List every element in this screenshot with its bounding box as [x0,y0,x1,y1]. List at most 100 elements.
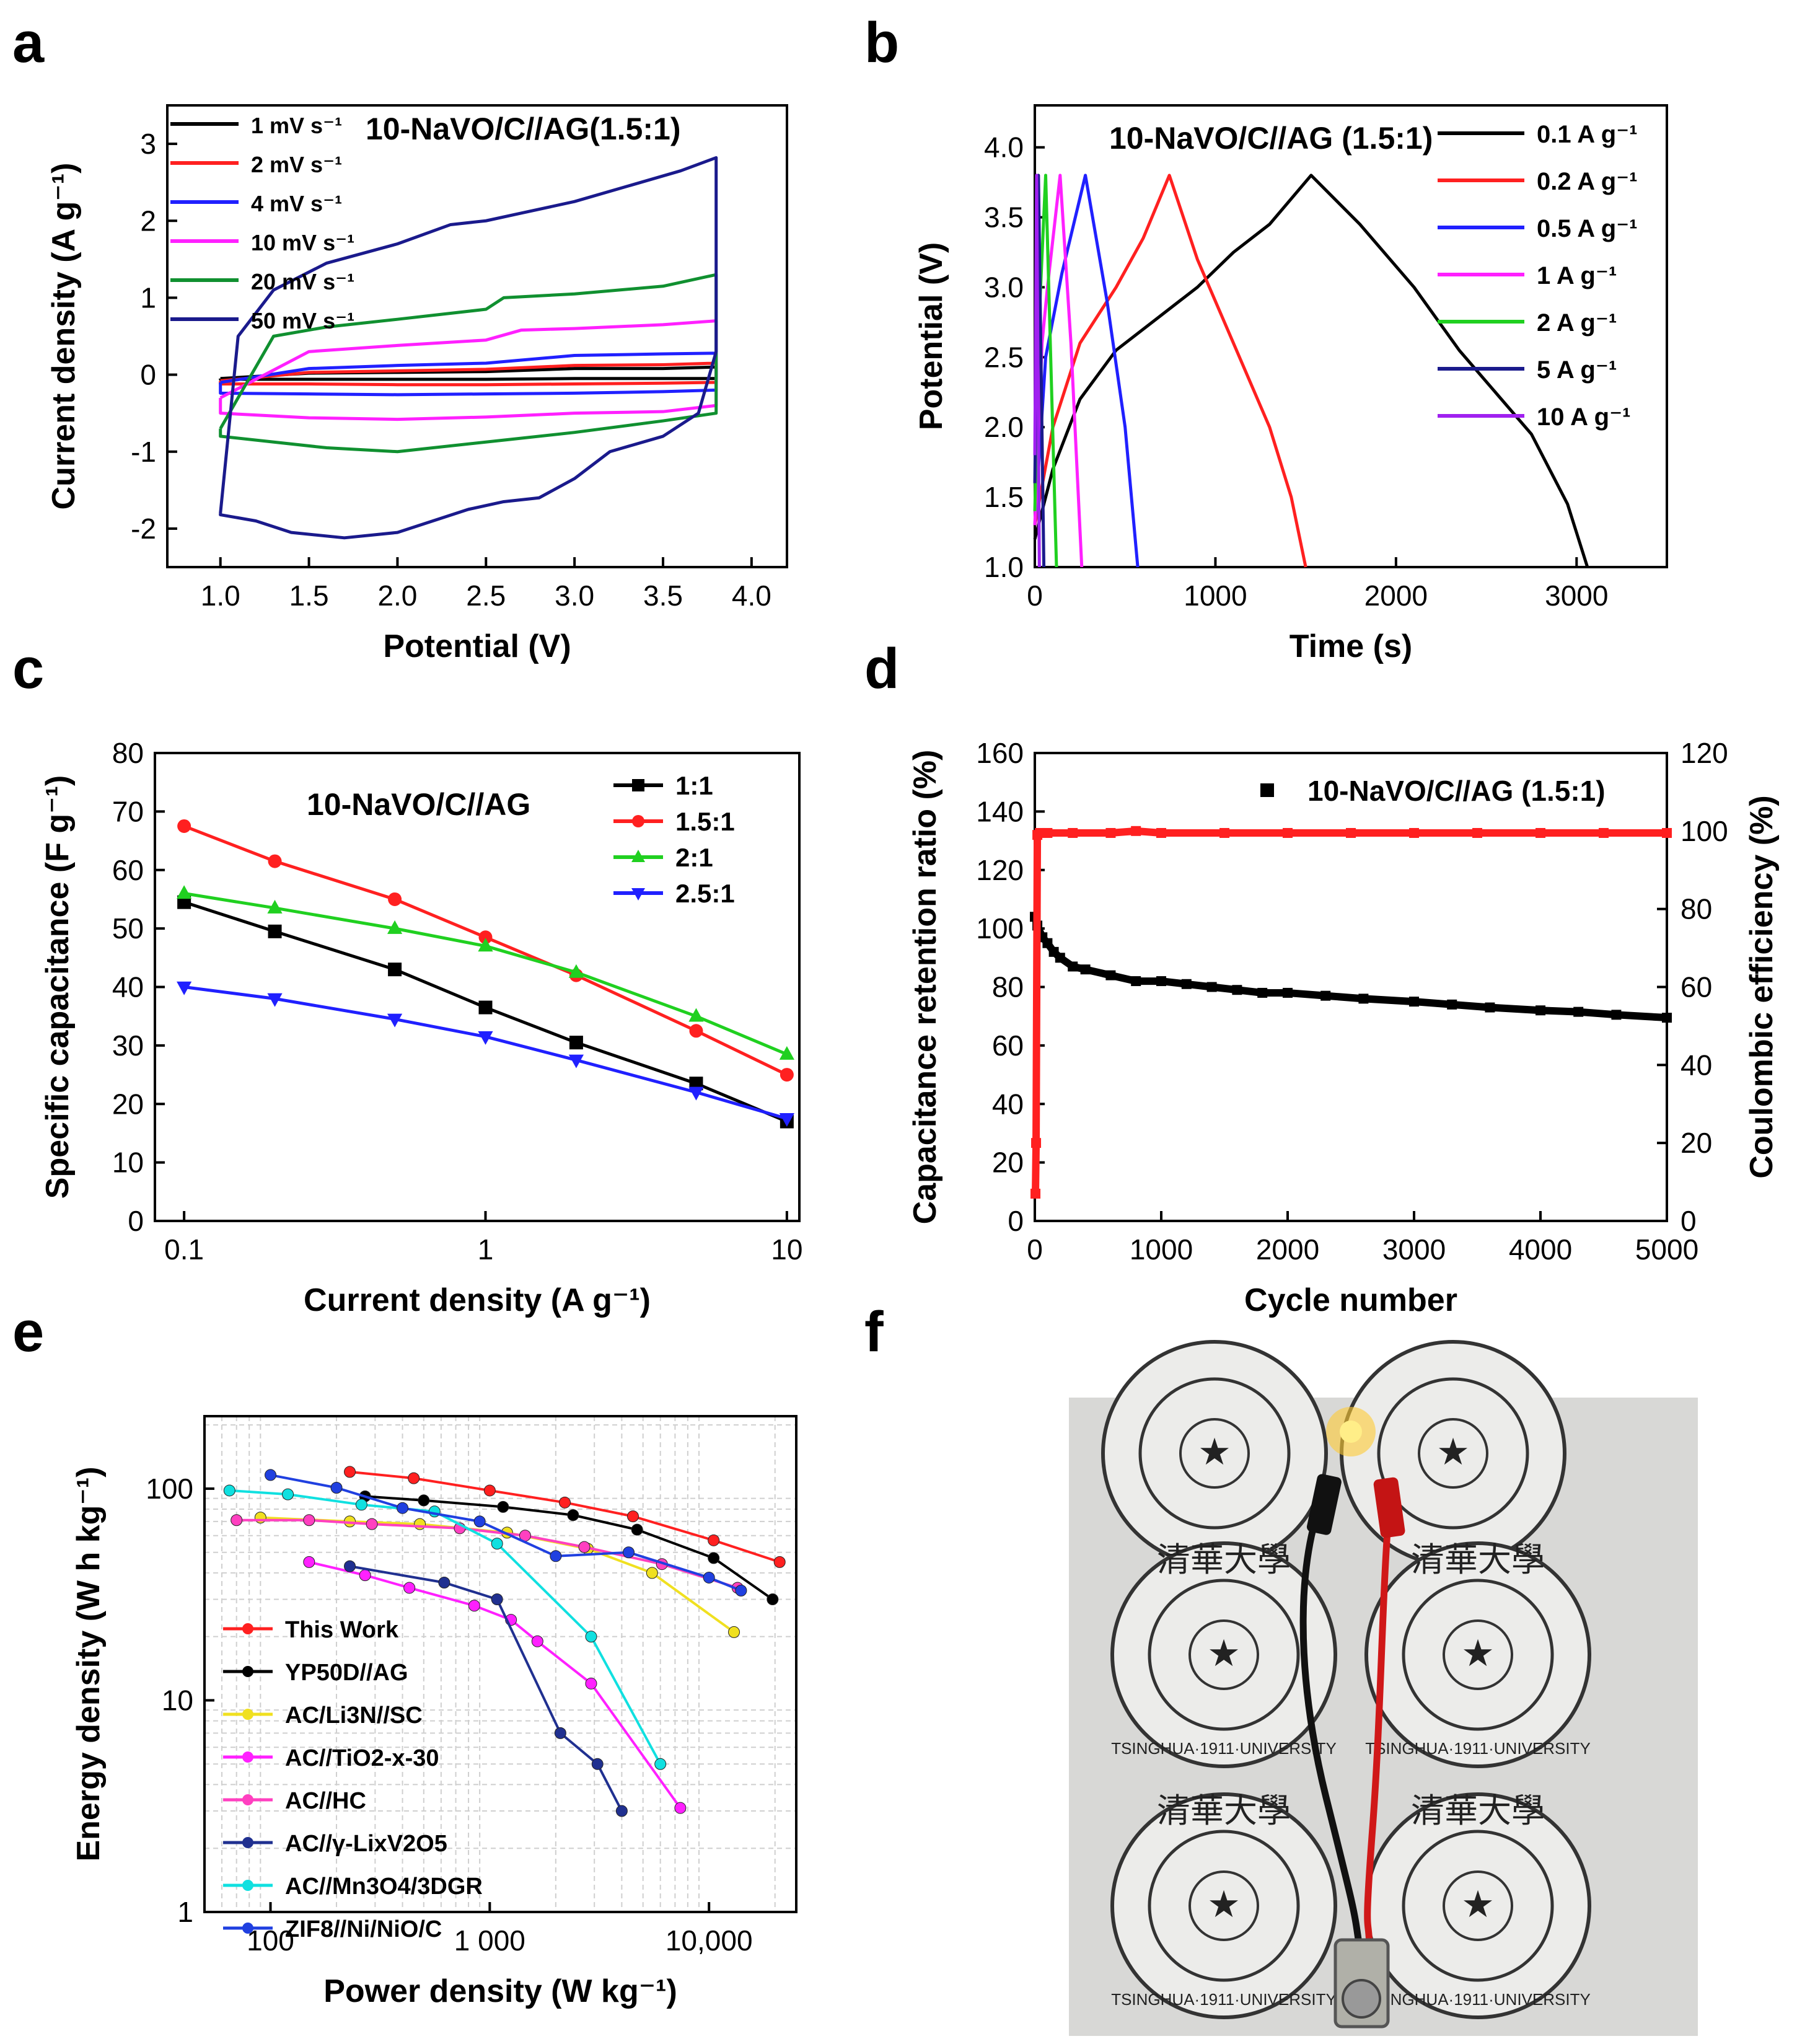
x-tick-label: 2.0 [377,579,417,612]
legend-label: 2 mV s⁻¹ [251,152,342,177]
data-point [267,899,283,914]
x-tick-label: 2.5 [466,579,506,612]
data-point [1068,827,1078,838]
legend-marker [242,1709,253,1720]
data-point [438,1576,450,1588]
y-tick-label: 60 [992,1029,1024,1062]
y-axis-label: Capacitance retention ratio (%) [907,750,943,1225]
legend-marker [242,1751,253,1763]
coin-cell [1342,1979,1381,2019]
data-point [767,1593,779,1606]
data-point [773,1556,786,1568]
data-point [779,1113,794,1127]
data-point [344,1466,356,1478]
data-point [1358,993,1369,1004]
seal-star-icon: ★ [1461,1632,1495,1674]
series-line [219,156,718,540]
data-point [1599,827,1609,838]
x-tick-label: 4.0 [732,579,771,612]
data-point [468,1600,480,1612]
data-point [344,1560,356,1572]
y-tick-label: -1 [131,436,156,468]
x-tick-label: 1000 [1130,1233,1193,1266]
plot-frame [203,1415,797,1913]
data-point [231,1514,243,1526]
y-tick-label: 140 [976,795,1024,827]
series-line [349,1565,623,1812]
seal-text: TSINGHUA·1911·UNIVERSITY [1365,1990,1591,2009]
data-point [1068,961,1078,972]
data-point [1283,987,1293,998]
data-point [1219,827,1229,838]
data-point [1257,987,1268,998]
data-point [568,964,584,978]
legend-label: 10-NaVO/C//AG (1.5:1) [1307,775,1606,807]
legend-label: AC//HC [285,1788,366,1814]
x-tick-label: 0 [1027,1233,1043,1266]
data-point [708,1534,720,1546]
chart-d-cycling-stability: 0 1000 2000 3000 4000 50000204060801001201401… [907,737,1780,1318]
data-point [623,1546,635,1559]
legend-marker [1260,783,1274,797]
seal-chars: 清華大學 [1411,1792,1545,1830]
data-point [265,1469,277,1481]
data-point [177,819,191,833]
data-point [478,1031,493,1045]
data-point [568,1054,584,1068]
y-tick-label: 2.5 [984,341,1024,373]
data-point [1156,976,1166,987]
data-point [1055,953,1065,963]
data-point [1447,999,1457,1010]
legend-marker [242,1794,253,1805]
panel-label-f: f [864,1300,884,1363]
data-point [366,1518,378,1530]
seal-chars: 清華大學 [1411,1541,1545,1579]
legend-label: 10 A g⁻¹ [1537,403,1631,431]
data-point [478,930,493,945]
data-point [1042,938,1053,948]
legend-marker [631,850,645,862]
x-tick-label: 1000 [1184,579,1247,612]
black-clip [1306,1474,1342,1535]
y-tick-label: 1.5 [984,481,1024,513]
data-point [1536,827,1545,838]
data-point [1030,1188,1041,1199]
chart-title: 10-NaVO/C//AG (1.5:1) [1109,121,1433,156]
legend-marker [242,1623,253,1634]
y-axis-label: Potential (V) [913,242,949,430]
y-axis-label: Specific capacitance (F g⁻¹) [40,775,76,1199]
seal-star-icon: ★ [1207,1883,1241,1925]
data-point [1662,827,1672,838]
y-tick-label: 160 [976,737,1024,769]
data-point [689,1024,703,1038]
data-point [585,1677,597,1689]
data-point [1131,826,1141,836]
y-tick-label: 70 [112,795,144,827]
y-tick-label: 120 [976,854,1024,886]
series-line [1033,174,1140,568]
y-tick-label: 3 [140,128,156,160]
legend-label: 1:1 [675,771,713,800]
data-point [1232,985,1242,995]
data-point [359,1569,371,1582]
data-point [531,1635,543,1647]
red-clip [1373,1477,1405,1538]
legend-label: YP50D//AG [285,1660,408,1686]
chart-title: 10-NaVO/C//AG(1.5:1) [366,112,680,146]
data-point [1472,827,1482,838]
data-point [330,1481,343,1494]
data-point [554,1727,566,1739]
data-point [1035,827,1045,838]
y-tick-label: 60 [112,854,144,886]
series-line [1033,174,1589,568]
data-point [303,1556,315,1568]
legend: 1:1 1.5:1 2:1 2.5:1 [613,771,735,908]
seal-text: TSINGHUA·1911·UNIVERSITY [1111,1739,1337,1758]
panel-label-c: c [12,637,44,700]
data-point [585,1631,597,1643]
seal-star-icon: ★ [1198,1431,1231,1473]
legend-label: 0.2 A g⁻¹ [1537,168,1638,195]
data-point [267,993,283,1007]
data-point [1206,982,1217,992]
y-tick-label: -2 [131,513,156,545]
